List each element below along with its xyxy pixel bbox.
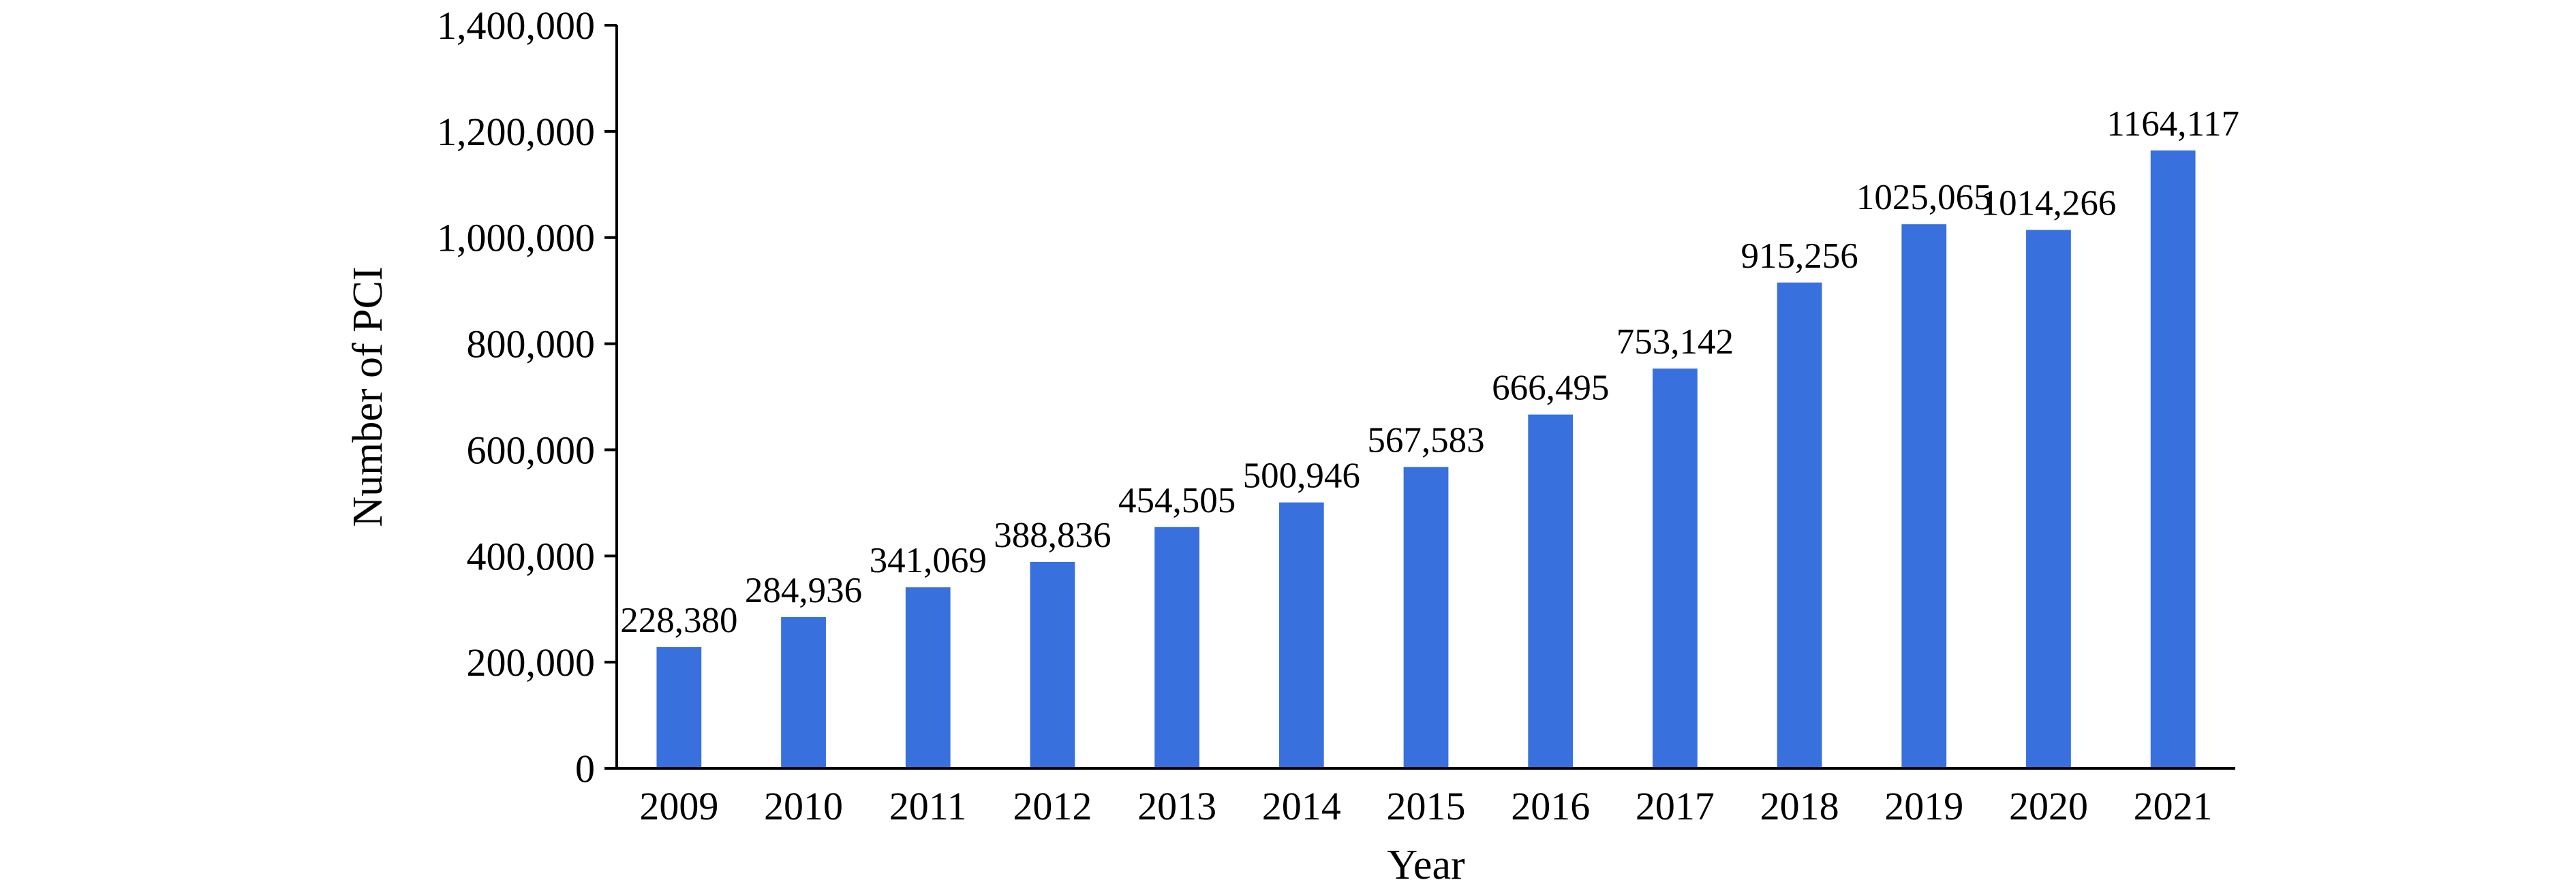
bar-2013 bbox=[1154, 527, 1199, 768]
x-tick-label-2009: 2009 bbox=[639, 784, 718, 828]
y-tick-label: 1,400,000 bbox=[437, 3, 595, 48]
bar-2020 bbox=[2026, 230, 2071, 768]
bar-value-label-2019: 1025,065 bbox=[1856, 178, 1992, 217]
y-tick-label: 200,000 bbox=[467, 640, 596, 685]
bar-value-label-2010: 284,936 bbox=[745, 571, 862, 610]
x-tick-label-2021: 2021 bbox=[2134, 784, 2213, 828]
x-tick-label-2011: 2011 bbox=[889, 784, 967, 828]
bars bbox=[656, 150, 2196, 768]
bar-2009 bbox=[656, 647, 702, 768]
y-axis-title: Number of PCI bbox=[345, 266, 391, 527]
bar-value-label-2014: 500,946 bbox=[1243, 456, 1360, 496]
bar-2015 bbox=[1403, 467, 1449, 768]
x-axis-title: Year bbox=[1387, 842, 1465, 888]
x-tick-label-2015: 2015 bbox=[1387, 784, 1466, 828]
bar-value-label-2021: 1164,117 bbox=[2106, 104, 2239, 144]
y-tick-label: 0 bbox=[575, 747, 595, 791]
y-tick-label: 1,200,000 bbox=[437, 110, 595, 154]
y-axis-ticks: 0 200,000 400,000 600,000 800,000 1,000,000 1,… bbox=[437, 3, 617, 791]
bar-2012 bbox=[1030, 561, 1075, 768]
bar-value-label-2009: 228,380 bbox=[620, 601, 737, 640]
x-tick-label-2013: 2013 bbox=[1137, 784, 1216, 828]
y-tick-label: 800,000 bbox=[467, 322, 596, 366]
bar-value-label-2018: 915,256 bbox=[1741, 236, 1858, 276]
x-tick-label-2017: 2017 bbox=[1636, 784, 1715, 828]
x-tick-label-2012: 2012 bbox=[1013, 784, 1092, 828]
bar-2018 bbox=[1777, 282, 1822, 768]
bar-2010 bbox=[781, 616, 826, 768]
x-tick-label-2020: 2020 bbox=[2009, 784, 2088, 828]
bar-value-label-2011: 341,069 bbox=[870, 541, 987, 580]
x-tick-label-2018: 2018 bbox=[1760, 784, 1839, 828]
x-tick-label-2016: 2016 bbox=[1511, 784, 1590, 828]
x-tick-label-2019: 2019 bbox=[1884, 784, 1963, 828]
bar-value-label-2017: 753,142 bbox=[1616, 322, 1734, 362]
y-tick-label: 400,000 bbox=[467, 534, 596, 578]
bar-value-label-2020: 1014,266 bbox=[1981, 184, 2117, 223]
bar-2019 bbox=[1901, 224, 1947, 768]
bar-value-label-2013: 454,505 bbox=[1118, 481, 1236, 520]
bar-value-label-2016: 666,495 bbox=[1492, 369, 1609, 408]
bar-value-label-2015: 567,583 bbox=[1367, 421, 1484, 460]
x-tick-label-2014: 2014 bbox=[1262, 784, 1341, 828]
bar-value-labels: 228,380284,936341,069388,836454,505500,9… bbox=[620, 104, 2239, 640]
y-tick-label: 600,000 bbox=[467, 428, 596, 472]
x-tick-label-2010: 2010 bbox=[764, 784, 843, 828]
bar-2021 bbox=[2150, 150, 2196, 768]
y-tick-label: 1,000,000 bbox=[437, 216, 595, 260]
x-axis-ticks: 2009 2010 2011 2012 2013 2014 2015 2016 2017 2018… bbox=[639, 784, 2212, 828]
bar-2016 bbox=[1528, 414, 1574, 768]
bar-value-label-2012: 388,836 bbox=[994, 516, 1111, 555]
bar-2011 bbox=[905, 587, 951, 768]
bar-2017 bbox=[1653, 369, 1698, 768]
bar-2014 bbox=[1278, 502, 1324, 768]
